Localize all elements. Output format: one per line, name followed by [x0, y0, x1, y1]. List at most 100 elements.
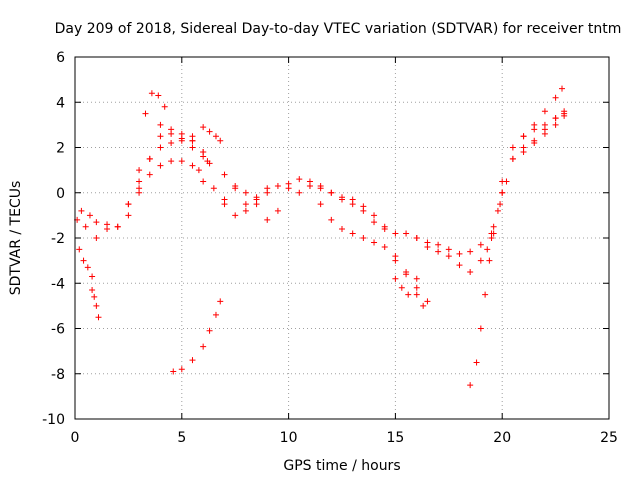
- data-point: [170, 368, 177, 375]
- data-point: [206, 327, 213, 334]
- series-track-8: [189, 124, 224, 144]
- data-point: [253, 196, 260, 203]
- data-point: [212, 311, 219, 318]
- x-axis-label: GPS time / hours: [283, 458, 400, 474]
- chart-title: Day 209 of 2018, Sidereal Day-to-day VTE…: [55, 21, 622, 37]
- data-point: [232, 212, 239, 219]
- data-point: [413, 275, 420, 282]
- data-point: [217, 137, 224, 144]
- series-track-5: [125, 126, 211, 208]
- data-point: [82, 223, 89, 230]
- data-point: [349, 196, 356, 203]
- data-point: [424, 298, 431, 305]
- series-track-16: [392, 275, 427, 309]
- data-point: [274, 182, 281, 189]
- data-point: [136, 178, 143, 185]
- x-tick-label: 20: [493, 430, 511, 446]
- data-point: [168, 158, 175, 165]
- axis-ticks: [74, 56, 610, 420]
- data-point: [456, 250, 463, 257]
- y-tick-label: -2: [51, 231, 65, 247]
- series-track-6: [136, 158, 202, 196]
- data-point: [328, 216, 335, 223]
- data-point: [552, 121, 559, 128]
- data-point: [328, 189, 335, 196]
- data-point: [242, 207, 249, 214]
- y-tick-label: -4: [51, 276, 65, 292]
- data-point: [360, 235, 367, 241]
- data-point: [499, 189, 506, 196]
- data-point: [360, 203, 367, 210]
- y-tick-label: 4: [56, 95, 65, 111]
- x-tick-label: 5: [177, 430, 186, 446]
- data-point: [520, 149, 527, 156]
- data-point: [148, 90, 155, 97]
- data-point: [189, 144, 196, 151]
- data-point: [467, 248, 474, 255]
- series-track-3: [89, 287, 102, 321]
- data-point: [490, 230, 497, 237]
- data-point: [189, 133, 196, 140]
- tick-labels: 0 5 10 15 20 25 -10 -8 -6 -4 -2 0 2 4 6: [42, 50, 618, 446]
- data-point: [178, 366, 185, 373]
- data-point: [264, 216, 271, 223]
- data-point: [242, 201, 249, 208]
- series-track-17: [413, 235, 495, 275]
- series-track-19: [484, 85, 566, 253]
- data-point: [552, 115, 559, 122]
- data-point: [477, 241, 484, 248]
- data-point: [531, 126, 538, 133]
- data-point: [212, 133, 219, 140]
- series-track-22: [520, 110, 568, 156]
- data-point: [349, 230, 356, 237]
- data-point: [398, 284, 405, 291]
- data-point: [232, 185, 239, 192]
- data-point: [552, 94, 559, 101]
- x-tick-label: 0: [71, 430, 80, 446]
- data-point: [497, 201, 504, 208]
- data-point: [445, 253, 452, 260]
- data-point: [89, 287, 96, 294]
- data-point: [467, 382, 474, 389]
- data-point: [339, 225, 345, 232]
- data-point: [142, 110, 149, 117]
- data-point: [93, 235, 100, 241]
- data-point: [484, 246, 491, 253]
- data-point: [424, 244, 431, 251]
- series-track-20: [488, 108, 568, 241]
- data-point: [405, 291, 412, 298]
- data-point: [89, 273, 96, 280]
- data-point: [490, 223, 497, 230]
- data-point: [114, 223, 121, 230]
- data-point: [136, 167, 143, 174]
- data-point: [146, 171, 153, 178]
- data-point: [531, 139, 538, 146]
- data-point: [477, 257, 484, 264]
- data-point: [381, 244, 388, 251]
- data-point: [86, 212, 93, 219]
- data-point: [371, 239, 378, 246]
- data-point: [285, 185, 292, 192]
- data-point: [296, 176, 303, 183]
- data-point: [274, 207, 281, 214]
- data-point: [189, 162, 196, 169]
- data-point: [136, 189, 143, 196]
- data-point: [561, 110, 568, 117]
- data-point: [317, 185, 324, 192]
- data-point: [477, 325, 484, 332]
- y-tick-label: 6: [56, 50, 65, 66]
- data-point: [178, 158, 185, 165]
- x-tick-label: 15: [386, 430, 404, 446]
- data-point: [264, 185, 271, 192]
- series-track-15: [306, 182, 431, 305]
- data-point: [125, 212, 132, 219]
- data-point: [157, 133, 164, 140]
- data-point: [509, 144, 516, 151]
- series-track-18: [467, 189, 506, 389]
- data-point: [95, 314, 102, 321]
- data-point: [157, 162, 164, 169]
- data-point: [80, 257, 87, 264]
- data-point: [420, 302, 427, 309]
- data-point: [541, 130, 548, 137]
